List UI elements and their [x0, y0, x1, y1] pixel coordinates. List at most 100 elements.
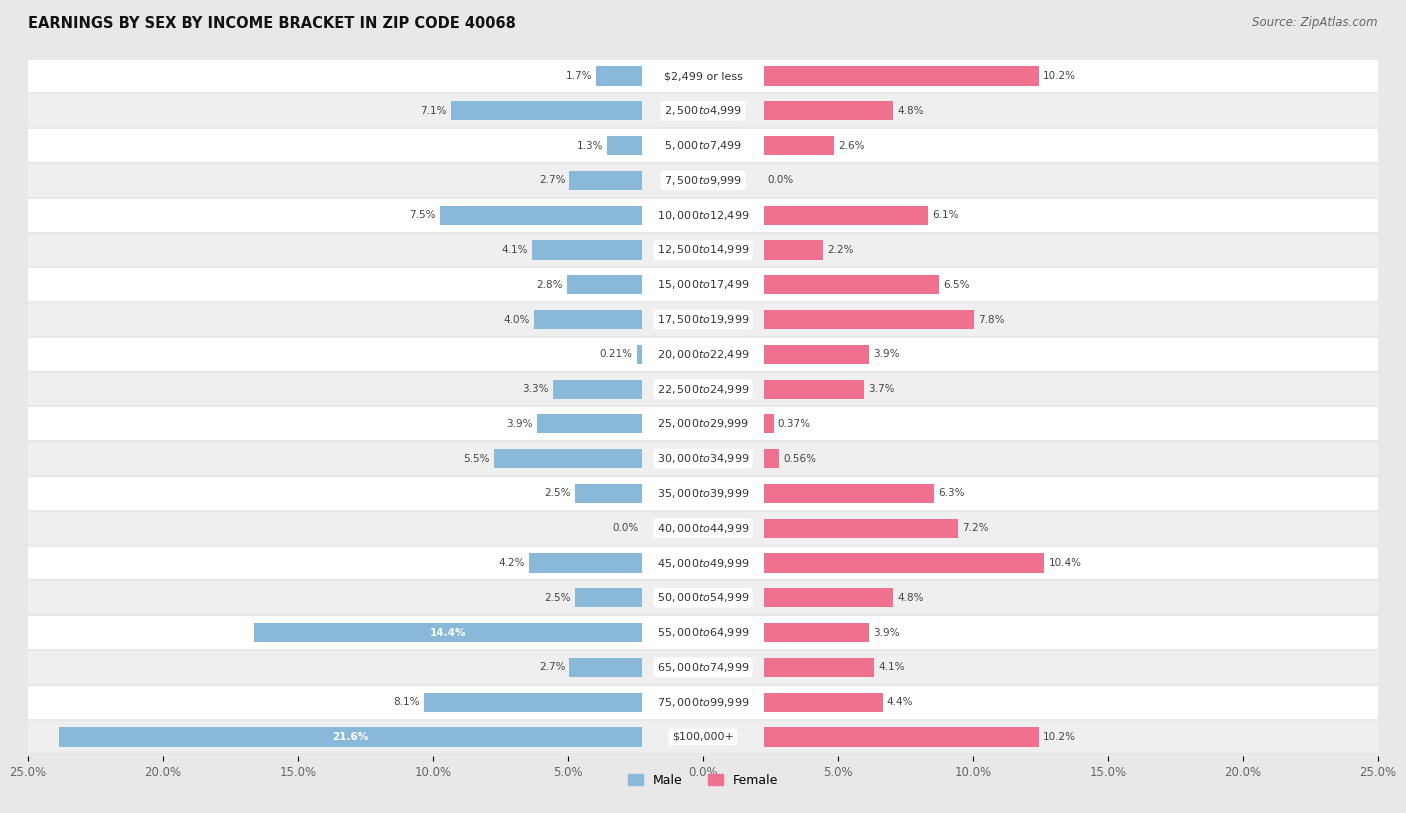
- Text: 4.1%: 4.1%: [879, 663, 905, 672]
- Text: 3.9%: 3.9%: [873, 628, 900, 637]
- Text: $10,000 to $12,499: $10,000 to $12,499: [657, 209, 749, 222]
- Text: 7.1%: 7.1%: [420, 106, 447, 115]
- Bar: [494, 449, 643, 468]
- Bar: [28, 650, 1378, 685]
- Text: 0.0%: 0.0%: [768, 176, 794, 185]
- Text: 2.2%: 2.2%: [827, 245, 853, 255]
- Bar: [763, 519, 957, 538]
- Text: $22,500 to $24,999: $22,500 to $24,999: [657, 383, 749, 396]
- Text: $100,000+: $100,000+: [672, 732, 734, 742]
- Text: 21.6%: 21.6%: [333, 732, 368, 742]
- Text: 2.8%: 2.8%: [536, 280, 562, 289]
- Text: 0.21%: 0.21%: [599, 350, 633, 359]
- Bar: [763, 275, 939, 294]
- Text: 10.4%: 10.4%: [1049, 558, 1081, 568]
- Text: $20,000 to $22,499: $20,000 to $22,499: [657, 348, 749, 361]
- Text: 7.5%: 7.5%: [409, 211, 436, 220]
- Bar: [28, 441, 1378, 476]
- Bar: [763, 484, 934, 503]
- Bar: [763, 693, 883, 711]
- Bar: [28, 720, 1378, 754]
- Text: $2,500 to $4,999: $2,500 to $4,999: [664, 104, 742, 117]
- Bar: [763, 623, 869, 642]
- Bar: [569, 658, 643, 677]
- Bar: [537, 415, 643, 433]
- Bar: [567, 275, 643, 294]
- Bar: [28, 163, 1378, 198]
- Bar: [59, 728, 643, 746]
- Text: 4.1%: 4.1%: [501, 245, 527, 255]
- Bar: [763, 241, 823, 259]
- Bar: [763, 554, 1045, 572]
- Text: 2.7%: 2.7%: [538, 176, 565, 185]
- Bar: [28, 337, 1378, 372]
- Text: 4.8%: 4.8%: [897, 106, 924, 115]
- Text: 7.8%: 7.8%: [979, 315, 1005, 324]
- Bar: [607, 136, 643, 155]
- Bar: [28, 233, 1378, 267]
- Bar: [529, 554, 643, 572]
- Text: 0.56%: 0.56%: [783, 454, 815, 463]
- Text: $30,000 to $34,999: $30,000 to $34,999: [657, 452, 749, 465]
- Bar: [28, 372, 1378, 406]
- Bar: [28, 406, 1378, 441]
- Bar: [531, 241, 643, 259]
- Bar: [440, 206, 643, 224]
- Text: $7,500 to $9,999: $7,500 to $9,999: [664, 174, 742, 187]
- Text: 0.0%: 0.0%: [612, 524, 638, 533]
- Bar: [763, 136, 834, 155]
- Text: 8.1%: 8.1%: [394, 698, 419, 707]
- Text: 4.0%: 4.0%: [503, 315, 530, 324]
- Bar: [28, 93, 1378, 128]
- Text: $40,000 to $44,999: $40,000 to $44,999: [657, 522, 749, 535]
- Text: 1.7%: 1.7%: [565, 71, 592, 81]
- Text: $65,000 to $74,999: $65,000 to $74,999: [657, 661, 749, 674]
- Bar: [569, 171, 643, 190]
- Bar: [596, 67, 643, 85]
- Bar: [28, 546, 1378, 580]
- Bar: [763, 380, 863, 398]
- Text: 5.5%: 5.5%: [463, 454, 489, 463]
- Text: 3.3%: 3.3%: [523, 384, 550, 394]
- Text: 6.3%: 6.3%: [938, 489, 965, 498]
- Text: 3.7%: 3.7%: [868, 384, 894, 394]
- Text: 6.1%: 6.1%: [932, 211, 959, 220]
- Text: EARNINGS BY SEX BY INCOME BRACKET IN ZIP CODE 40068: EARNINGS BY SEX BY INCOME BRACKET IN ZIP…: [28, 16, 516, 31]
- Bar: [253, 623, 643, 642]
- Text: 4.4%: 4.4%: [887, 698, 912, 707]
- Bar: [763, 206, 928, 224]
- Text: 3.9%: 3.9%: [873, 350, 900, 359]
- Bar: [763, 589, 893, 607]
- Text: $12,500 to $14,999: $12,500 to $14,999: [657, 243, 749, 256]
- Text: 2.6%: 2.6%: [838, 141, 865, 150]
- Text: $75,000 to $99,999: $75,000 to $99,999: [657, 696, 749, 709]
- Bar: [534, 310, 643, 329]
- Text: 2.5%: 2.5%: [544, 593, 571, 602]
- Bar: [28, 615, 1378, 650]
- Text: 1.3%: 1.3%: [576, 141, 603, 150]
- Bar: [763, 345, 869, 364]
- Bar: [28, 198, 1378, 233]
- Text: $50,000 to $54,999: $50,000 to $54,999: [657, 591, 749, 604]
- Text: $45,000 to $49,999: $45,000 to $49,999: [657, 557, 749, 570]
- Text: $17,500 to $19,999: $17,500 to $19,999: [657, 313, 749, 326]
- Bar: [28, 685, 1378, 720]
- Text: 10.2%: 10.2%: [1043, 71, 1076, 81]
- Bar: [763, 728, 1039, 746]
- Text: $5,000 to $7,499: $5,000 to $7,499: [664, 139, 742, 152]
- Text: 10.2%: 10.2%: [1043, 732, 1076, 742]
- Legend: Male, Female: Male, Female: [623, 769, 783, 792]
- Bar: [450, 102, 643, 120]
- Bar: [28, 267, 1378, 302]
- Bar: [637, 345, 643, 364]
- Text: 7.2%: 7.2%: [962, 524, 988, 533]
- Bar: [763, 449, 779, 468]
- Text: Source: ZipAtlas.com: Source: ZipAtlas.com: [1253, 16, 1378, 29]
- Bar: [575, 484, 643, 503]
- Bar: [28, 476, 1378, 511]
- Bar: [28, 59, 1378, 93]
- Bar: [763, 415, 773, 433]
- Bar: [575, 589, 643, 607]
- Text: 3.9%: 3.9%: [506, 419, 533, 429]
- Text: $55,000 to $64,999: $55,000 to $64,999: [657, 626, 749, 639]
